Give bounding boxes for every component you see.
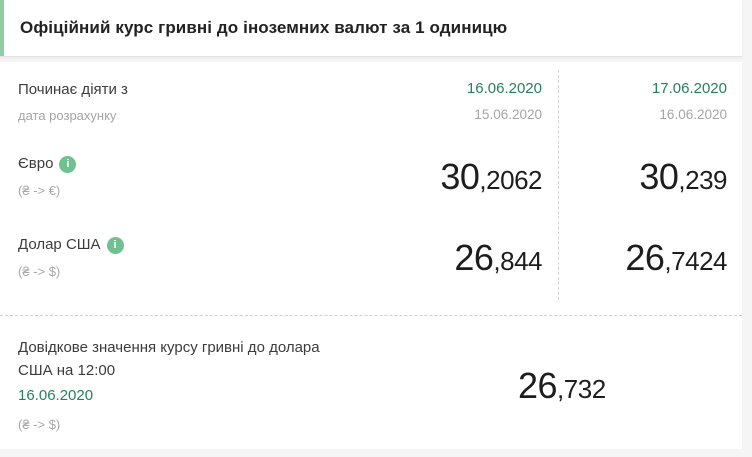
effective-from-label: Починає діяти з (18, 81, 128, 98)
rates-table: Починає діяти з дата розрахунку 16.06.20… (0, 62, 742, 300)
effective-date-col-1: 16.06.2020 (466, 80, 542, 97)
rate-frac: ,2062 (479, 164, 542, 195)
currency-label-eur: Євро i (₴ -> €) (18, 154, 342, 199)
rates-card: Починає діяти з дата розрахунку 16.06.20… (0, 62, 742, 449)
reference-pair: (₴ -> $) (18, 417, 61, 432)
currency-pair-usd: (₴ -> $) (18, 264, 61, 279)
effective-date-col-2: 17.06.2020 (651, 80, 727, 97)
info-icon-glyph: i (113, 239, 117, 251)
rate-frac: ,732 (557, 374, 606, 404)
reference-date: 16.06.2020 (18, 387, 94, 404)
currency-row-eur: Євро i (₴ -> €) 30,2062 30,239 (18, 154, 727, 199)
rate-frac: ,844 (493, 245, 542, 276)
rate-frac: ,7424 (664, 245, 727, 276)
rate-value-eur-col-1: 30,2062 (342, 155, 542, 197)
rate-int: 26 (454, 236, 494, 278)
currency-name-eur: Євро (18, 155, 54, 172)
currency-name-line-usd: Долар США i (18, 236, 342, 254)
rate-value-usd-col-1: 26,844 (342, 236, 542, 278)
rate-frac: ,239 (678, 164, 727, 195)
currency-row-usd: Долар США i (₴ -> $) 26,844 26,7424 (18, 235, 727, 280)
rate-value-usd-col-2: 26,7424 (542, 236, 727, 278)
info-icon-glyph: i (66, 158, 70, 170)
column-divider (558, 70, 559, 300)
rate-int: 30 (440, 155, 480, 197)
date-column-2: 17.06.2020 16.06.2020 (542, 80, 727, 123)
currency-pair-eur: (₴ -> €) (18, 183, 61, 198)
reference-title: Довідкове значення курсу гривні до долар… (18, 336, 448, 382)
reference-rate-section: Довідкове значення курсу гривні до долар… (0, 315, 742, 457)
rate-int: 26 (625, 236, 665, 278)
reference-rate-value: 26,732 (518, 368, 606, 404)
rate-int: 30 (639, 155, 679, 197)
reference-title-line-2: США на 12:00 (18, 362, 116, 379)
header-accent-bar (0, 0, 4, 56)
rate-value-eur-col-2: 30,239 (542, 155, 727, 197)
header-card: Офіційний курс гривні до іноземних валют… (0, 0, 742, 57)
info-icon-eur[interactable]: i (59, 155, 77, 173)
currency-label-usd: Долар США i (₴ -> $) (18, 235, 342, 280)
calculation-date-col-2: 16.06.2020 (659, 107, 727, 122)
currency-name-line-eur: Євро i (18, 155, 342, 173)
effective-dates-labels: Починає діяти з дата розрахунку (18, 80, 342, 124)
calculation-date-col-1: 15.06.2020 (474, 107, 542, 122)
rate-int: 26 (518, 365, 558, 406)
currency-name-usd: Долар США (18, 236, 101, 253)
reference-title-line-1: Довідкове значення курсу гривні до долар… (18, 339, 320, 356)
page-title: Офіційний курс гривні до іноземних валют… (20, 18, 508, 37)
info-icon-usd[interactable]: i (106, 236, 124, 254)
effective-dates-row: Починає діяти з дата розрахунку 16.06.20… (18, 80, 727, 124)
date-column-1: 16.06.2020 15.06.2020 (342, 80, 542, 123)
calculation-date-label: дата розрахунку (18, 108, 117, 123)
